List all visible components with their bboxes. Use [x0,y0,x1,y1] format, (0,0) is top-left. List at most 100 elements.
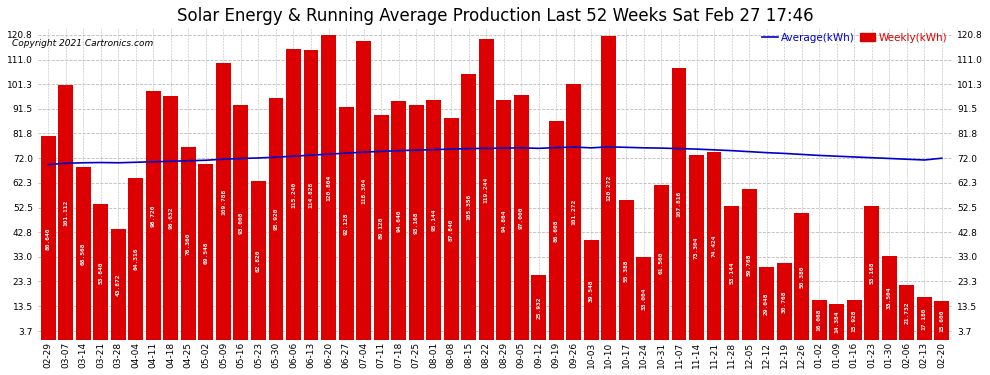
Text: 93.168: 93.168 [414,211,419,234]
Text: 115.240: 115.240 [291,182,296,208]
Text: 17.180: 17.180 [922,308,927,330]
Bar [496,100,511,340]
Bar [479,39,494,340]
Bar [742,189,756,340]
Text: Copyright 2021 Cartronics.com: Copyright 2021 Cartronics.com [12,39,153,48]
Text: 14.384: 14.384 [835,311,840,333]
Text: 15.600: 15.600 [940,309,944,332]
Text: 68.568: 68.568 [81,242,86,265]
Bar [111,230,126,340]
Bar [93,204,108,340]
Bar [286,49,301,340]
Text: 105.356: 105.356 [466,194,471,220]
Text: 87.840: 87.840 [448,218,453,240]
Text: 114.828: 114.828 [309,182,314,208]
Text: 53.840: 53.840 [98,261,103,284]
Text: 101.112: 101.112 [63,200,68,226]
Bar [935,301,949,340]
Text: 120.272: 120.272 [607,175,612,201]
Text: 39.548: 39.548 [589,279,594,302]
Text: 118.304: 118.304 [361,178,366,204]
Bar [794,213,809,340]
Text: 89.120: 89.120 [378,216,383,239]
Text: 74.424: 74.424 [712,235,717,258]
Bar [198,164,213,340]
Bar [671,68,686,340]
Text: 76.360: 76.360 [186,232,191,255]
Bar [619,200,634,340]
Bar [514,95,529,340]
Text: 95.920: 95.920 [273,208,278,230]
Bar [181,147,196,340]
Text: 96.632: 96.632 [168,207,173,230]
Text: 62.820: 62.820 [256,250,261,272]
Text: 101.272: 101.272 [571,199,576,225]
Legend: Average(kWh), Weekly(kWh): Average(kWh), Weekly(kWh) [762,33,947,43]
Text: 59.768: 59.768 [746,254,751,276]
Bar [391,101,406,340]
Text: 64.316: 64.316 [134,248,139,270]
Bar [251,182,266,340]
Bar [654,184,669,340]
Bar [566,84,581,340]
Bar [584,240,599,340]
Text: 120.804: 120.804 [326,174,331,201]
Text: 107.816: 107.816 [676,191,681,217]
Bar [899,285,914,340]
Text: 25.932: 25.932 [537,296,542,319]
Text: 73.304: 73.304 [694,236,699,259]
Bar [129,178,144,340]
Text: 94.640: 94.640 [396,209,401,232]
Text: 15.928: 15.928 [851,309,856,332]
Text: 80.640: 80.640 [46,227,50,250]
Bar [76,167,91,340]
Text: 29.048: 29.048 [764,292,769,315]
Bar [689,155,704,340]
Bar [882,256,897,340]
Bar [777,262,792,340]
Bar [356,41,371,340]
Text: 94.864: 94.864 [501,209,506,232]
Text: 93.008: 93.008 [239,211,244,234]
Bar [602,36,617,340]
Bar [724,206,739,340]
Text: 50.380: 50.380 [799,266,804,288]
Bar [304,50,319,340]
Bar [532,275,546,340]
Bar [846,300,861,340]
Text: 53.168: 53.168 [869,262,874,284]
Bar [444,118,458,340]
Text: 55.388: 55.388 [624,259,629,282]
Text: 61.560: 61.560 [659,251,664,274]
Bar [864,206,879,340]
Text: 21.732: 21.732 [904,302,909,324]
Text: 69.548: 69.548 [203,241,208,264]
Bar [163,96,178,340]
Bar [707,152,722,340]
Bar [830,304,844,340]
Bar [146,91,160,340]
Text: 86.608: 86.608 [553,220,558,242]
Bar [812,300,827,340]
Text: 43.872: 43.872 [116,274,121,296]
Text: 53.144: 53.144 [729,262,734,284]
Bar [548,121,563,340]
Text: 30.768: 30.768 [782,290,787,313]
Bar [268,98,283,340]
Text: 98.720: 98.720 [150,204,155,227]
Bar [41,136,55,340]
Bar [759,267,774,340]
Text: 33.504: 33.504 [887,287,892,309]
Text: 33.004: 33.004 [642,287,646,310]
Bar [461,74,476,341]
Text: 95.144: 95.144 [432,209,437,231]
Text: 92.128: 92.128 [344,213,348,235]
Bar [917,297,932,340]
Bar [637,257,651,340]
Bar [216,63,231,340]
Bar [234,105,248,340]
Bar [427,100,442,340]
Text: 16.068: 16.068 [817,309,822,332]
Bar [339,107,353,340]
Bar [321,35,336,340]
